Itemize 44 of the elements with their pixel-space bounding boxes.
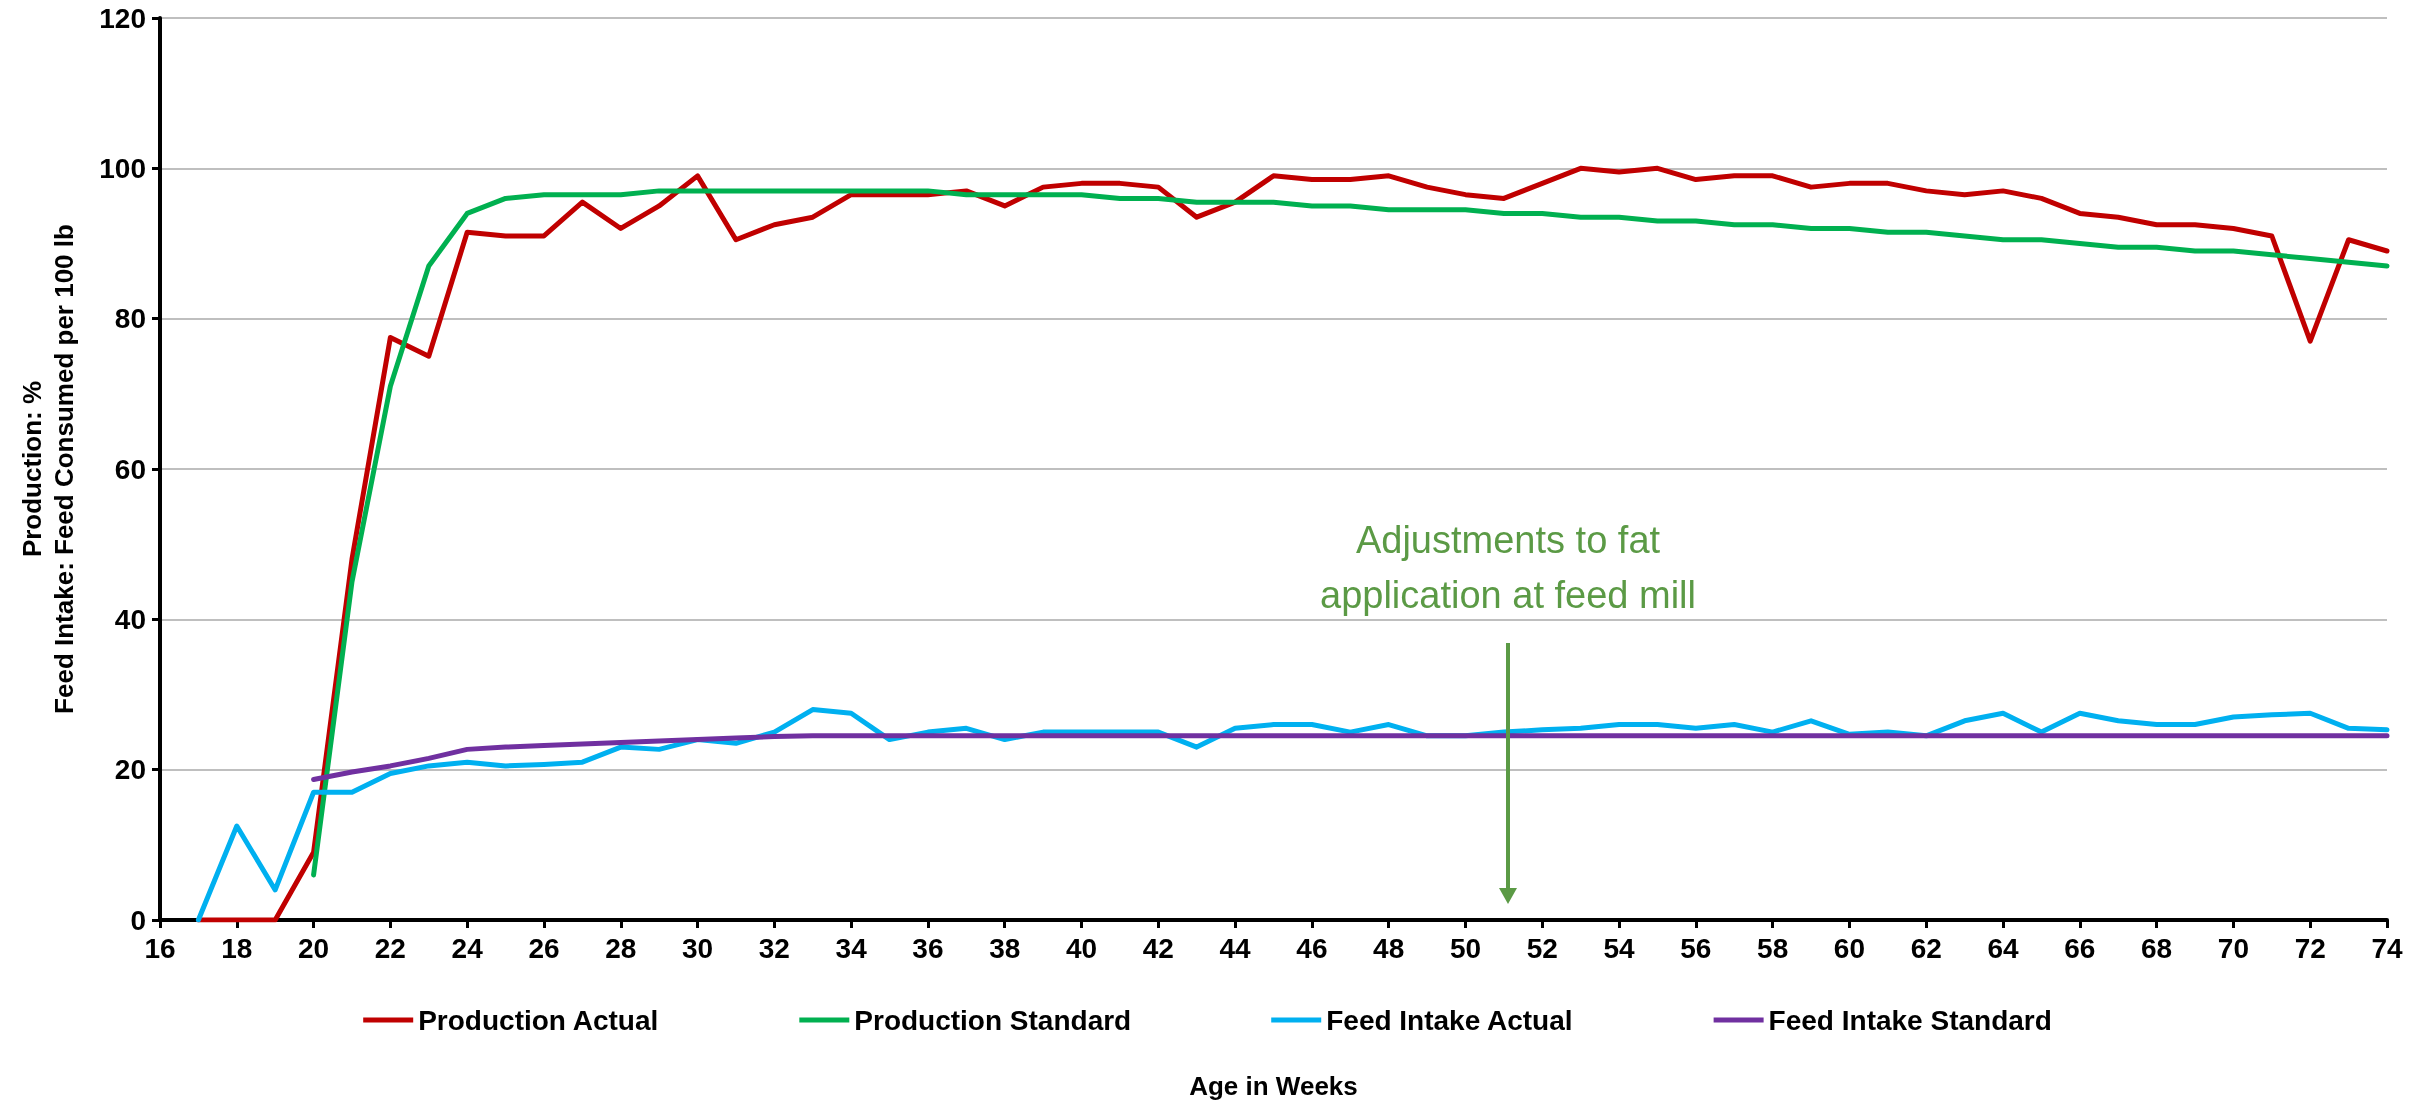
x-tick-label: 46 — [1296, 932, 1328, 964]
x-tick-label: 32 — [758, 932, 790, 964]
x-tick-label: 24 — [451, 932, 484, 964]
x-tick-label: 56 — [1680, 932, 1712, 964]
y-tick-label: 120 — [99, 2, 146, 34]
x-tick-label: 16 — [144, 932, 176, 964]
x-tick-label: 60 — [1833, 932, 1866, 964]
y-tick-label: 20 — [114, 754, 146, 786]
annotation: Adjustments to fat application at feed mill — [1319, 518, 1697, 619]
legend-label: Feed Intake Standard — [1768, 1004, 2052, 1036]
legend-label: Production Standard — [854, 1004, 1132, 1036]
x-tick-label: 18 — [221, 932, 253, 964]
legend-label: Production Actual — [418, 1004, 659, 1036]
x-tick-label: 38 — [989, 932, 1021, 964]
x-tick-label: 52 — [1526, 932, 1558, 964]
x-tick-label: 62 — [1910, 932, 1942, 964]
x-tick-label: 72 — [2294, 932, 2326, 964]
x-tick-label: 48 — [1373, 932, 1405, 964]
y-tick-label: 80 — [114, 303, 146, 335]
y-tick-label: 40 — [114, 603, 146, 635]
x-tick-label: 58 — [1757, 932, 1789, 964]
x-tick-label: 36 — [912, 932, 944, 964]
x-tick-label: 66 — [2064, 932, 2096, 964]
x-tick-label: 44 — [1219, 932, 1252, 964]
y-axis-title: Production: % Feed Intake: Feed Consumed per 100 lb — [17, 224, 79, 714]
x-tick-label: 70 — [2217, 932, 2249, 964]
x-tick-label: 54 — [1603, 932, 1636, 964]
y-tick-label: 0 — [130, 904, 146, 936]
x-tick-label: 68 — [2141, 932, 2173, 964]
x-tick-label: 20 — [298, 932, 330, 964]
y-tick-label: 60 — [114, 453, 146, 485]
x-axis-title: Age in Weeks — [1189, 1071, 1358, 1101]
x-tick-label: 28 — [605, 932, 637, 964]
x-tick-label: 74 — [2371, 932, 2403, 964]
y-tick-label: 100 — [99, 152, 146, 184]
legend-label: Feed Intake Actual — [1326, 1004, 1573, 1036]
x-tick-label: 50 — [1449, 932, 1482, 964]
x-tick-label: 22 — [374, 932, 406, 964]
x-tick-label: 40 — [1065, 932, 1098, 964]
x-tick-label: 64 — [1987, 932, 2020, 964]
x-tick-label: 26 — [528, 932, 560, 964]
x-tick-label: 30 — [681, 932, 714, 964]
x-tick-label: 42 — [1142, 932, 1174, 964]
x-tick-label: 34 — [835, 932, 868, 964]
